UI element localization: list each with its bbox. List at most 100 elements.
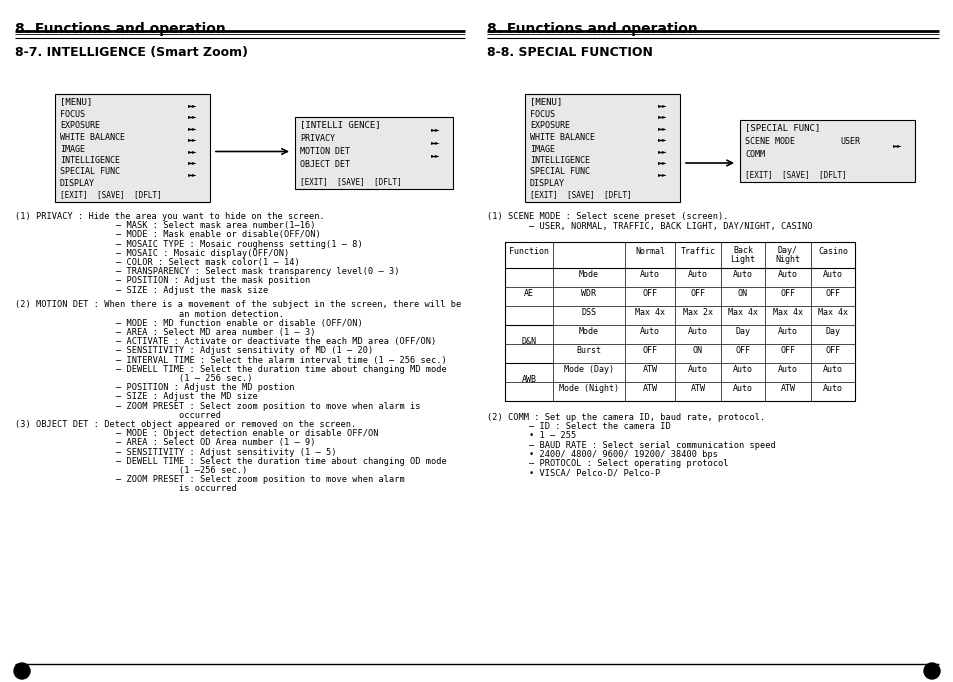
Text: ATW: ATW bbox=[780, 384, 795, 393]
Text: occurred: occurred bbox=[95, 411, 221, 419]
Text: Auto: Auto bbox=[687, 270, 707, 279]
Text: Auto: Auto bbox=[687, 327, 707, 336]
Text: OFF: OFF bbox=[824, 289, 840, 298]
Text: Day/: Day/ bbox=[778, 246, 797, 255]
Text: (1 —256 sec.): (1 —256 sec.) bbox=[95, 466, 247, 475]
Text: (3) OBJECT DET : Detect object appeared or removed on the screen.: (3) OBJECT DET : Detect object appeared … bbox=[15, 420, 355, 429]
Text: – POSITION : Adjust the MD postion: – POSITION : Adjust the MD postion bbox=[95, 383, 294, 392]
Text: ATW: ATW bbox=[641, 365, 657, 374]
Text: Burst: Burst bbox=[576, 346, 601, 355]
Text: ►►: ►► bbox=[188, 138, 197, 143]
Text: OFF: OFF bbox=[735, 346, 750, 355]
Text: Max 4x: Max 4x bbox=[817, 308, 847, 317]
Text: is occurred: is occurred bbox=[95, 484, 236, 493]
Text: 17: 17 bbox=[925, 666, 937, 675]
Text: AE: AE bbox=[523, 289, 534, 298]
Text: – MODE : MD function enable or disable (OFF/ON): – MODE : MD function enable or disable (… bbox=[95, 318, 362, 328]
Text: MOTION DET: MOTION DET bbox=[299, 147, 350, 156]
Text: Auto: Auto bbox=[732, 365, 752, 374]
Text: Light: Light bbox=[730, 255, 755, 264]
Text: ATW: ATW bbox=[690, 384, 705, 393]
Text: – INTERVAL TIME : Select the alarm interval time (1 — 256 sec.): – INTERVAL TIME : Select the alarm inter… bbox=[95, 355, 446, 364]
Text: Back: Back bbox=[732, 246, 752, 255]
Text: 16: 16 bbox=[17, 666, 28, 675]
Text: – PROTOCOL : Select operating protocol: – PROTOCOL : Select operating protocol bbox=[486, 459, 728, 468]
Text: Auto: Auto bbox=[822, 384, 842, 393]
Text: ►►: ►► bbox=[188, 126, 197, 131]
Bar bbox=[504, 242, 854, 401]
Text: SPECIAL FUNC: SPECIAL FUNC bbox=[60, 168, 120, 177]
Text: Auto: Auto bbox=[822, 270, 842, 279]
Text: an motion detection.: an motion detection. bbox=[95, 310, 284, 318]
Text: IMAGE: IMAGE bbox=[530, 145, 555, 153]
Text: • 2400/ 4800/ 9600/ 19200/ 38400 bps: • 2400/ 4800/ 9600/ 19200/ 38400 bps bbox=[486, 450, 718, 459]
Text: (2) MOTION DET : When there is a movement of the subject in the screen, there wi: (2) MOTION DET : When there is a movemen… bbox=[15, 300, 460, 310]
Text: – SENSITIVITY : Adjust sensitivity (1 — 5): – SENSITIVITY : Adjust sensitivity (1 — … bbox=[95, 447, 336, 456]
Text: FOCUS: FOCUS bbox=[530, 110, 555, 119]
Text: 8. Functions and operation: 8. Functions and operation bbox=[486, 22, 697, 36]
Text: Mode (Night): Mode (Night) bbox=[558, 384, 618, 393]
Text: (1 — 256 sec.): (1 — 256 sec.) bbox=[95, 374, 253, 383]
Text: Mode: Mode bbox=[578, 270, 598, 279]
Text: IMAGE: IMAGE bbox=[60, 145, 85, 153]
Text: Mode: Mode bbox=[578, 327, 598, 336]
Text: – ID : Select the camera ID: – ID : Select the camera ID bbox=[486, 422, 670, 431]
Text: OFF: OFF bbox=[690, 289, 705, 298]
Text: – DEWELL TIME : Select the duration time about changing MD mode: – DEWELL TIME : Select the duration time… bbox=[95, 365, 446, 374]
Text: • 1 — 255: • 1 — 255 bbox=[486, 432, 576, 441]
Text: Mode (Day): Mode (Day) bbox=[563, 365, 614, 374]
Text: INTELLIGENCE: INTELLIGENCE bbox=[530, 156, 589, 165]
Text: Night: Night bbox=[775, 255, 800, 264]
Text: SPECIAL FUNC: SPECIAL FUNC bbox=[530, 168, 589, 177]
Text: [EXIT]  [SAVE]  [DFLT]: [EXIT] [SAVE] [DFLT] bbox=[744, 170, 846, 179]
Text: – AREA : Select MD area number (1 — 3): – AREA : Select MD area number (1 — 3) bbox=[95, 328, 315, 337]
Text: [EXIT]  [SAVE]  [DFLT]: [EXIT] [SAVE] [DFLT] bbox=[530, 190, 631, 199]
Text: Max 4x: Max 4x bbox=[772, 308, 802, 317]
Text: Auto: Auto bbox=[778, 365, 797, 374]
Text: Traffic: Traffic bbox=[679, 248, 715, 256]
Text: ►►: ►► bbox=[658, 138, 667, 143]
Text: ►►: ►► bbox=[188, 160, 197, 166]
Text: [MENU]: [MENU] bbox=[60, 97, 92, 106]
Text: [MENU]: [MENU] bbox=[530, 97, 561, 106]
Text: ►►: ►► bbox=[658, 149, 667, 154]
Text: – ZOOM PRESET : Select zoom position to move when alarm: – ZOOM PRESET : Select zoom position to … bbox=[95, 475, 404, 484]
Text: EXPOSURE: EXPOSURE bbox=[60, 121, 100, 130]
Text: 8-7. INTELLIGENCE (Smart Zoom): 8-7. INTELLIGENCE (Smart Zoom) bbox=[15, 46, 248, 59]
Text: 8-8. SPECIAL FUNCTION: 8-8. SPECIAL FUNCTION bbox=[486, 46, 652, 59]
Text: (2) COMM : Set up the camera ID, baud rate, protocol.: (2) COMM : Set up the camera ID, baud ra… bbox=[486, 413, 764, 422]
Text: Auto: Auto bbox=[778, 270, 797, 279]
Text: AWB: AWB bbox=[521, 374, 536, 383]
Text: WHITE BALANCE: WHITE BALANCE bbox=[60, 133, 125, 142]
Text: – BAUD RATE : Select serial communication speed: – BAUD RATE : Select serial communicatio… bbox=[486, 441, 775, 449]
Text: OFF: OFF bbox=[780, 289, 795, 298]
Text: COMM: COMM bbox=[744, 150, 764, 159]
Text: D&N: D&N bbox=[521, 336, 536, 346]
Text: Day: Day bbox=[824, 327, 840, 336]
Bar bbox=[740, 120, 914, 182]
Text: EXPOSURE: EXPOSURE bbox=[530, 121, 569, 130]
Text: Max 2x: Max 2x bbox=[682, 308, 712, 317]
Text: – AREA : Select OD Area number (1 — 9): – AREA : Select OD Area number (1 — 9) bbox=[95, 439, 315, 447]
Text: Max 4x: Max 4x bbox=[635, 308, 664, 317]
Text: – SENSITIVITY : Adjust sensitivity of MD (1 — 20): – SENSITIVITY : Adjust sensitivity of MD… bbox=[95, 346, 373, 355]
Text: [SPECIAL FUNC]: [SPECIAL FUNC] bbox=[744, 123, 820, 132]
Text: ►►: ►► bbox=[658, 160, 667, 166]
Text: DSS: DSS bbox=[581, 308, 596, 317]
Text: – SIZE : Adjust the MD size: – SIZE : Adjust the MD size bbox=[95, 392, 257, 401]
Text: SCENE MODE: SCENE MODE bbox=[744, 137, 794, 146]
Text: ►►: ►► bbox=[188, 172, 197, 177]
Text: – MODE : Mask enable or disable(OFF/ON): – MODE : Mask enable or disable(OFF/ON) bbox=[95, 231, 320, 239]
Text: Function: Function bbox=[509, 248, 548, 256]
Text: ►►: ►► bbox=[658, 126, 667, 131]
Text: PRIVACY: PRIVACY bbox=[299, 134, 335, 143]
Text: • VISCA/ Pelco-D/ Pelco-P: • VISCA/ Pelco-D/ Pelco-P bbox=[486, 469, 659, 477]
Text: OFF: OFF bbox=[824, 346, 840, 355]
Text: – ZOOM PRESET : Select zoom position to move when alarm is: – ZOOM PRESET : Select zoom position to … bbox=[95, 402, 420, 411]
Text: (1) PRIVACY : Hide the area you want to hide on the screen.: (1) PRIVACY : Hide the area you want to … bbox=[15, 212, 324, 221]
Text: – MOSAIC : Mosaic display(OFF/ON): – MOSAIC : Mosaic display(OFF/ON) bbox=[95, 249, 289, 258]
Text: ►►: ►► bbox=[188, 115, 197, 119]
Text: – MASK : Select mask area number(1–16): – MASK : Select mask area number(1–16) bbox=[95, 221, 315, 231]
Text: ►►: ►► bbox=[188, 103, 197, 108]
Text: ►►: ►► bbox=[658, 103, 667, 108]
